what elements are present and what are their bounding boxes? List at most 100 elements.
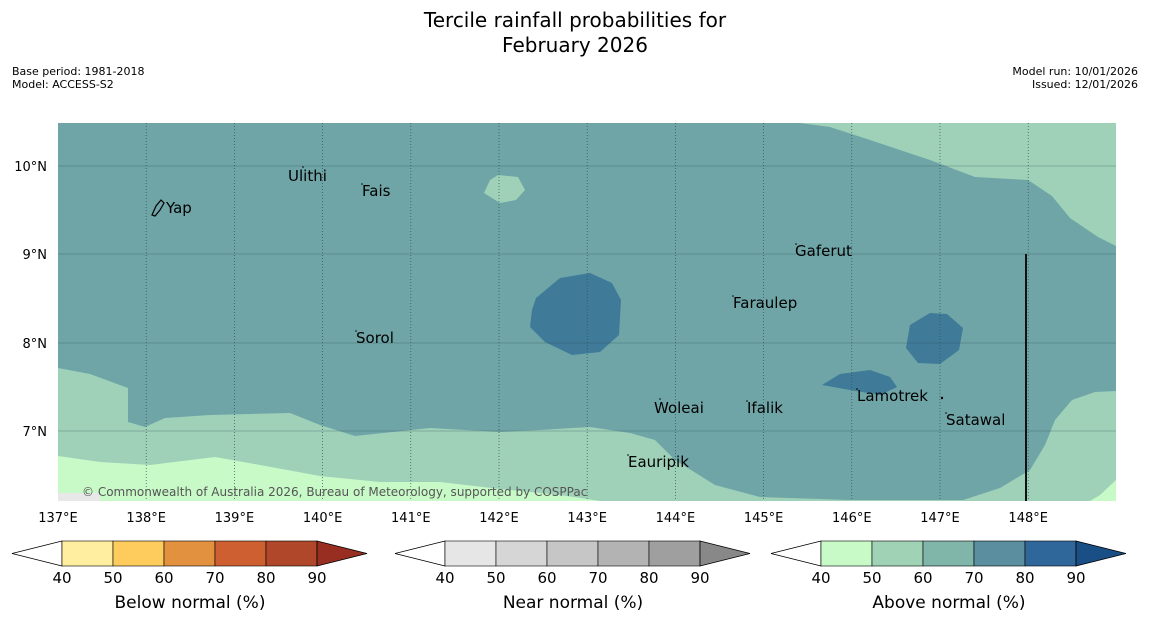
colorbar-tick-label: 70 — [964, 569, 983, 587]
title-line-2: February 2026 — [502, 33, 648, 57]
lon-tick-label: 147°E — [920, 511, 960, 526]
place-satawal: Satawal — [946, 411, 1005, 429]
lon-tick-label: 140°E — [303, 511, 343, 526]
colorbar-tick-label: 70 — [588, 569, 607, 587]
lon-tick-label: 139°E — [215, 511, 255, 526]
place-sorol: Sorol — [356, 329, 394, 347]
colorbar-segment — [61, 540, 114, 567]
copyright-notice: © Commonwealth of Australia 2026, Bureau… — [82, 485, 587, 499]
colorbar-tick-label: 90 — [1066, 569, 1085, 587]
colorbar-segment — [112, 540, 165, 567]
region-above-40-south — [58, 456, 600, 501]
colorbar-tick-label: 60 — [537, 569, 556, 587]
place-fais: Fais — [362, 182, 391, 200]
colorbar-label-near: Near normal (%) — [502, 593, 644, 613]
place-labels: Yap Ulithi Fais Sorol Gaferut Faraulep W… — [165, 167, 1005, 471]
colorbar-segment — [973, 540, 1026, 567]
colorbar-tick-label: 90 — [307, 569, 326, 587]
lon-tick-label: 148°E — [1008, 511, 1048, 526]
colorbar-segment — [648, 540, 701, 567]
lat-tick-label: 10°N — [14, 160, 47, 175]
colorbar-segment — [495, 540, 548, 567]
title-line-1: Tercile rainfall probabilities for — [423, 8, 727, 32]
colorbar-extend-low — [394, 540, 446, 567]
region-above-50-northeast — [800, 123, 1116, 246]
colorbar-segment — [922, 540, 975, 567]
region-above-70-center — [530, 273, 621, 355]
issued-date: Issued: 12/01/2026 — [1031, 78, 1138, 91]
island-markers — [302, 166, 947, 456]
longitude-tick-labels: 137°E 138°E 139°E 140°E 141°E 142°E 143°E 144°E… — [38, 511, 1048, 526]
lon-tick-label: 146°E — [832, 511, 872, 526]
colorbar-segment — [820, 540, 873, 567]
lat-tick-label: 7°N — [23, 425, 48, 440]
place-faraulep: Faraulep — [733, 294, 797, 312]
colorbar-tick-label: 80 — [256, 569, 275, 587]
colorbar-tick-label: 50 — [862, 569, 881, 587]
colorbar-segment — [1024, 540, 1077, 567]
no-data-patch — [58, 493, 100, 501]
colorbar-segment — [214, 540, 267, 567]
meta-right: Model run: 10/01/2026 Issued: 12/01/2026 — [1012, 65, 1138, 91]
colorbar-0: 40 50 60 70 80 90 — [11, 540, 368, 587]
region-above-50-southeast — [960, 391, 1116, 501]
lon-tick-label: 137°E — [38, 511, 78, 526]
map-gridlines — [58, 123, 1116, 501]
colorbars: 40 50 60 70 80 90 40 50 60 70 80 90 40 50 60 70 80 90 — [11, 540, 1127, 587]
model-name: Model: ACCESS-S2 — [12, 78, 114, 91]
colorbar-2: 40 50 60 70 80 90 — [770, 540, 1127, 587]
region-above-40-southeast — [1090, 480, 1116, 501]
colorbar-segment — [546, 540, 599, 567]
region-above-50-small — [484, 175, 525, 203]
colorbar-tick-label: 60 — [913, 569, 932, 587]
colorbar-extend-high — [699, 540, 751, 567]
colorbar-tick-label: 90 — [690, 569, 709, 587]
colorbar-extend-high — [1075, 540, 1127, 567]
colorbar-label-above: Above normal (%) — [872, 593, 1026, 613]
colorbar-tick-label: 40 — [52, 569, 71, 587]
colorbar-tick-label: 70 — [205, 569, 224, 587]
colorbar-tick-label: 50 — [486, 569, 505, 587]
colorbar-tick-label: 80 — [639, 569, 658, 587]
colorbar-segment — [444, 540, 497, 567]
lat-tick-label: 9°N — [23, 248, 48, 263]
colorbar-tick-label: 60 — [154, 569, 173, 587]
colorbar-extend-high — [316, 540, 368, 567]
base-period: Base period: 1981-2018 — [12, 65, 145, 78]
lon-tick-label: 144°E — [656, 511, 696, 526]
lon-tick-label: 145°E — [744, 511, 784, 526]
place-lamotrek: Lamotrek — [857, 387, 928, 405]
region-above-50-southwest — [58, 368, 1116, 501]
lon-tick-label: 138°E — [126, 511, 166, 526]
lon-tick-label: 143°E — [567, 511, 607, 526]
colorbar-tick-label: 50 — [103, 569, 122, 587]
latitude-tick-labels: 10°N 9°N 8°N 7°N — [14, 160, 47, 440]
place-eauripik: Eauripik — [628, 453, 689, 471]
colorbar-extend-low — [11, 540, 63, 567]
colorbar-tick-label: 40 — [811, 569, 830, 587]
colorbar-segment — [163, 540, 216, 567]
place-gaferut: Gaferut — [795, 242, 852, 260]
place-yap: Yap — [165, 199, 192, 217]
lon-tick-label: 141°E — [391, 511, 431, 526]
colorbar-segment — [265, 540, 318, 567]
lon-tick-label: 142°E — [479, 511, 519, 526]
colorbar-segment — [871, 540, 924, 567]
model-run: Model run: 10/01/2026 — [1012, 65, 1138, 78]
yap-island-outline — [151, 199, 165, 217]
lat-tick-label: 8°N — [23, 337, 48, 352]
place-ifalik: Ifalik — [747, 399, 783, 417]
colorbar-extend-low — [770, 540, 822, 567]
colorbar-tick-label: 40 — [435, 569, 454, 587]
colorbar-label-below: Below normal (%) — [114, 593, 266, 613]
chart-title: Tercile rainfall probabilities for Febru… — [0, 8, 1150, 58]
region-above-70-lamotrek — [822, 370, 897, 395]
place-woleai: Woleai — [654, 399, 704, 417]
region-above-70-east — [906, 313, 963, 364]
meta-left: Base period: 1981-2018 Model: ACCESS-S2 — [12, 65, 144, 91]
colorbar-tick-label: 80 — [1015, 569, 1034, 587]
colorbar-1: 40 50 60 70 80 90 — [394, 540, 751, 587]
place-ulithi: Ulithi — [288, 167, 327, 185]
colorbar-segment — [597, 540, 650, 567]
